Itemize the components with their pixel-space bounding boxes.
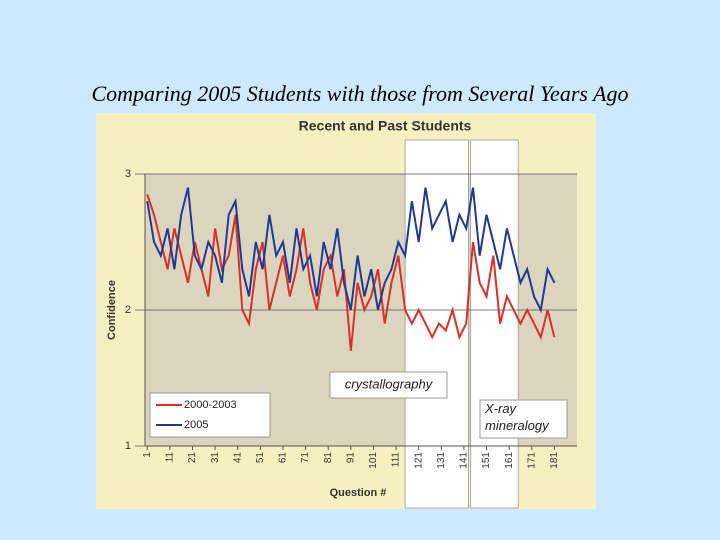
x-tick-label: 121 [413, 452, 424, 469]
highlight-band [404, 139, 469, 509]
x-tick-label: 161 [504, 452, 515, 469]
slide-title: Comparing 2005 Students with those from … [92, 81, 629, 106]
x-axis-label: Question # [330, 487, 387, 499]
legend-label: 2000-2003 [184, 399, 237, 411]
y-tick-label: 2 [125, 304, 131, 316]
x-tick-label: 51 [255, 452, 266, 464]
annotation-box [329, 371, 448, 399]
x-tick-label: 31 [210, 452, 221, 464]
y-tick-label: 1 [125, 440, 131, 452]
x-tick-label: 11 [165, 452, 176, 463]
x-tick-label: 61 [278, 452, 289, 464]
x-tick-label: 111 [391, 452, 402, 468]
y-axis-label: Confidence [106, 280, 118, 340]
series-line [146, 187, 556, 314]
x-tick-label: 151 [481, 452, 492, 469]
legend-box [149, 392, 271, 438]
x-tick-label: 71 [300, 452, 311, 464]
x-tick-label: 41 [232, 452, 243, 464]
x-tick-label: 181 [549, 452, 560, 469]
annotation-text: crystallography [345, 376, 434, 391]
x-tick-label: 171 [526, 452, 537, 469]
x-tick-label: 21 [187, 452, 198, 464]
series-line [146, 194, 556, 351]
y-tick-label: 3 [125, 168, 131, 180]
x-tick-label: 101 [368, 452, 379, 469]
x-tick-label: 81 [323, 452, 334, 464]
annotation-text: X-ray mineralogy [484, 401, 550, 433]
chart-title: Recent and Past Students [299, 118, 472, 134]
x-tick-label: 131 [436, 452, 447, 469]
x-tick-label: 91 [345, 452, 356, 464]
x-tick-label: 141 [459, 452, 470, 469]
x-tick-label: 1 [142, 452, 153, 458]
legend-label: 2005 [184, 419, 208, 431]
highlight-band [470, 139, 519, 509]
annotation-box [479, 399, 568, 439]
